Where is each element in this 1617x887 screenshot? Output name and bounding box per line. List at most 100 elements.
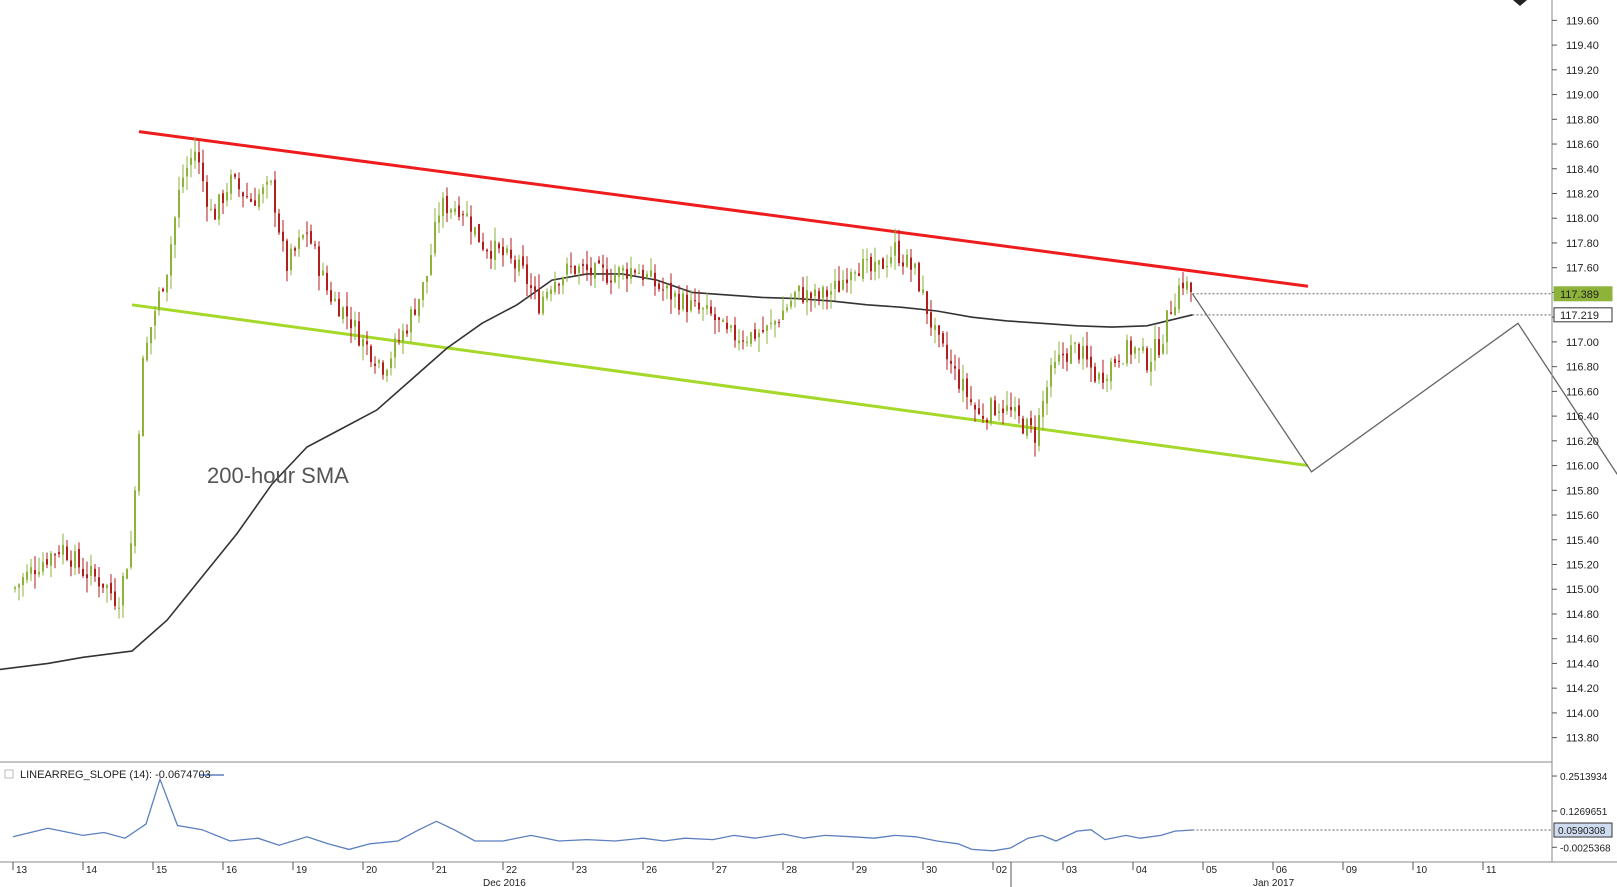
candle-body (926, 291, 928, 315)
candle-body (414, 309, 416, 315)
candle-body (894, 242, 896, 256)
candle-body (886, 265, 888, 268)
y-tick-label: 115.00 (1566, 584, 1599, 596)
candle-body (702, 308, 704, 310)
candle-body (250, 198, 252, 202)
candle-body (1026, 419, 1028, 436)
candle-body (190, 158, 192, 165)
candle-body (122, 575, 124, 606)
candle-body (662, 289, 664, 291)
candle-body (950, 360, 952, 364)
candle-body (1126, 340, 1128, 364)
ind-y-tick-label: -0.0025368 (1560, 843, 1611, 854)
candle-body (178, 189, 180, 218)
candle-body (154, 311, 156, 326)
candle-body (646, 273, 648, 278)
candle-body (654, 272, 656, 287)
candle-body (1122, 363, 1124, 365)
candle-body (578, 266, 580, 273)
candle-body (706, 305, 708, 309)
candle-body (26, 571, 28, 580)
candle-body (310, 231, 312, 244)
candle-body (802, 287, 804, 303)
candle-body (258, 194, 260, 207)
candle-body (570, 265, 572, 267)
candle-body (486, 249, 488, 252)
y-tick-label: 114.80 (1566, 609, 1599, 621)
candle-body (98, 577, 100, 587)
x-tick-label: 23 (576, 865, 588, 876)
candle-body (266, 181, 268, 185)
candle-body (1158, 339, 1160, 356)
x-tick-label: 09 (1346, 865, 1358, 876)
candle-body (150, 327, 152, 344)
candle-body (406, 330, 408, 334)
candle-body (426, 276, 428, 282)
candle-body (1006, 405, 1008, 412)
x-tick-label: 05 (1206, 865, 1218, 876)
candle-body (730, 325, 732, 328)
candle-body (738, 340, 740, 344)
candle-body (782, 310, 784, 320)
y-tick-label: 116.40 (1566, 411, 1599, 423)
candle-body (1110, 361, 1112, 382)
candle-body (818, 291, 820, 299)
candle-body (966, 378, 968, 398)
candle-body (1102, 372, 1104, 383)
y-tick-label: 119.20 (1566, 65, 1599, 77)
candle-body (1058, 354, 1060, 362)
candle-body (1094, 366, 1096, 382)
candle-body (342, 307, 344, 319)
dropdown-arrow-icon[interactable] (1513, 0, 1527, 6)
candle-body (34, 570, 36, 575)
candle-body (318, 246, 320, 276)
candle-body (1090, 356, 1092, 368)
candle-body (398, 340, 400, 342)
x-tick-label: 28 (786, 865, 798, 876)
candle-body (278, 213, 280, 233)
sma-line-group (0, 273, 1193, 671)
candle-body (442, 197, 444, 217)
x-tick-label: 26 (646, 865, 658, 876)
candle-body (114, 591, 116, 606)
candle-body (1150, 362, 1152, 372)
candle-body (86, 574, 88, 579)
candle-body (622, 267, 624, 271)
candle-body (102, 583, 104, 588)
candle-body (762, 330, 764, 332)
candle-body (982, 415, 984, 419)
candle-body (218, 194, 220, 220)
candle-body (1098, 373, 1100, 380)
candle-body (130, 543, 132, 568)
candle-body (158, 291, 160, 311)
x-tick-label: 15 (156, 865, 168, 876)
candle-body (238, 178, 240, 190)
candle-body (62, 544, 64, 555)
candle-body (914, 263, 916, 268)
candle-body (862, 258, 864, 279)
candle-body (1038, 415, 1040, 446)
candle-body (1022, 418, 1024, 434)
candle-body (778, 322, 780, 324)
candle-body (302, 235, 304, 239)
candle-body (234, 174, 236, 177)
candle-body (838, 280, 840, 293)
x-tick-label: 21 (436, 865, 448, 876)
candle-body (1014, 407, 1016, 412)
candle-body (1042, 401, 1044, 417)
candle-body (934, 325, 936, 330)
candle-body (46, 559, 48, 565)
candle-body (1130, 340, 1132, 355)
candle-body (326, 272, 328, 291)
candle-body (198, 152, 200, 163)
candle-body (330, 290, 332, 302)
candle-body (194, 151, 196, 161)
candle-body (830, 291, 832, 295)
candle-body (410, 309, 412, 333)
candle-body (1054, 361, 1056, 369)
candle-body (454, 208, 456, 212)
candle-body (910, 257, 912, 270)
candle-body (254, 200, 256, 206)
